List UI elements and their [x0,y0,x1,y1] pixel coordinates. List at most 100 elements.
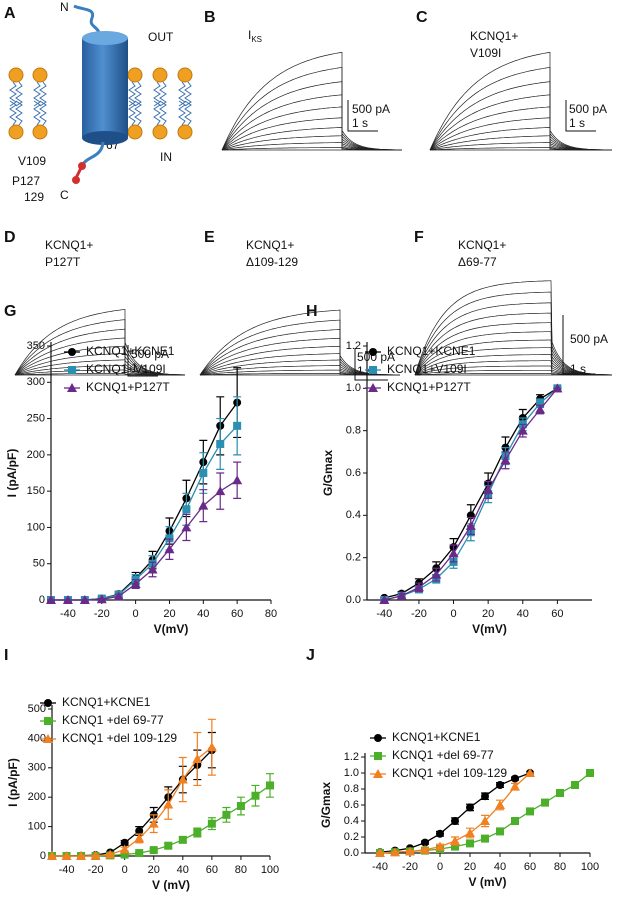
lipid-tail [178,100,186,126]
x-tick-label: -20 [402,861,418,873]
lipid-tail [128,81,136,107]
marker [105,849,116,859]
x-tick-label: 60 [231,608,243,620]
marker [193,828,202,837]
panel-label: F [414,229,424,246]
marker [448,548,459,558]
trace-title: KCNQ1+ [458,238,506,252]
marker [120,850,129,859]
scale-bar [565,100,596,132]
marker [405,846,415,856]
marker [113,591,124,601]
legend-marker [67,383,77,392]
x-tick-label: 100 [261,864,279,876]
y-tick-label: 1.0 [346,382,361,394]
y-tick-label: 250 [27,412,45,424]
marker [541,798,549,807]
marker [517,425,528,435]
helix-bottom [82,131,128,145]
marker [182,505,191,514]
scale-label: 500 pA [570,332,608,346]
y-tick-label: 500 [28,703,46,715]
lipid-tail [33,81,41,107]
panel-label: J [306,647,315,664]
legend-marker [369,348,377,356]
lipid-head [8,67,24,83]
marker [431,569,442,579]
y-tick-label: 300 [27,376,45,388]
x-tick-label: -20 [94,608,110,620]
legend-marker [68,366,76,374]
x-tick-label: 0 [133,608,139,620]
series-line [51,479,238,601]
x-tick-label: 0 [437,861,443,873]
x-axis-label: V(mV) [154,622,189,636]
lipid-head [152,124,168,140]
n-terminus [73,4,102,39]
panel-label: E [204,229,215,246]
x-tick-label: 40 [517,608,529,620]
lipid-head [32,67,48,83]
legend-marker [374,734,382,742]
marker [451,817,459,825]
y-tick-label: 300 [28,762,46,774]
series-line [52,784,271,857]
scale-label: 1 s [569,116,585,130]
marker [571,781,579,789]
marker [466,803,474,812]
legend-marker [368,383,378,392]
lipid-tail [39,81,47,107]
helix-top [82,31,128,45]
x-tick-label: -40 [60,608,76,620]
current-trace [414,280,613,376]
trace-title: V109I [470,46,501,60]
marker [199,469,208,477]
legend-marker [373,769,383,778]
x-tick-label: -20 [88,864,104,876]
lipid-tail [153,81,161,107]
marker [207,819,216,828]
marker [76,851,87,860]
x-tick-label: 80 [265,608,277,620]
marker [390,847,400,857]
marker [164,544,175,554]
marker [47,851,57,860]
lipid-tail [15,81,23,107]
marker [232,475,243,485]
x-tick-label: 0 [122,864,128,876]
marker [149,846,158,855]
current-trace [221,117,403,151]
series-line [52,746,213,857]
x-tick-label: 60 [206,864,218,876]
y-axis-label: G/Gmax [319,782,333,828]
lipid-head [127,67,143,83]
current-trace [14,309,186,376]
legend-label: KCNQ1+KCNE1 [387,344,476,358]
marker [421,838,429,847]
x-tick-label: 80 [554,861,566,873]
marker [79,595,90,604]
x-tick-label: -20 [411,608,427,620]
y-tick-label: 200 [27,449,45,461]
legend-label: KCNQ1 +del 109-129 [392,766,507,780]
lipid-tail [33,100,41,126]
label: P127 [12,174,40,188]
scale-bar [347,100,378,132]
current-trace [199,309,401,376]
series-line [52,749,213,857]
lipid-tail [184,100,192,126]
marker [375,848,385,857]
legend-marker [374,752,382,760]
legend-marker [68,348,76,356]
marker [62,595,73,604]
legend-marker [44,699,52,707]
legend-label: KCNQ1 +del 69-77 [392,748,494,762]
marker [130,579,141,589]
legend-marker [43,734,53,743]
marker [535,404,546,414]
lipid-tail [153,100,161,126]
marker [536,399,545,408]
marker [481,834,489,843]
marker [396,590,407,600]
